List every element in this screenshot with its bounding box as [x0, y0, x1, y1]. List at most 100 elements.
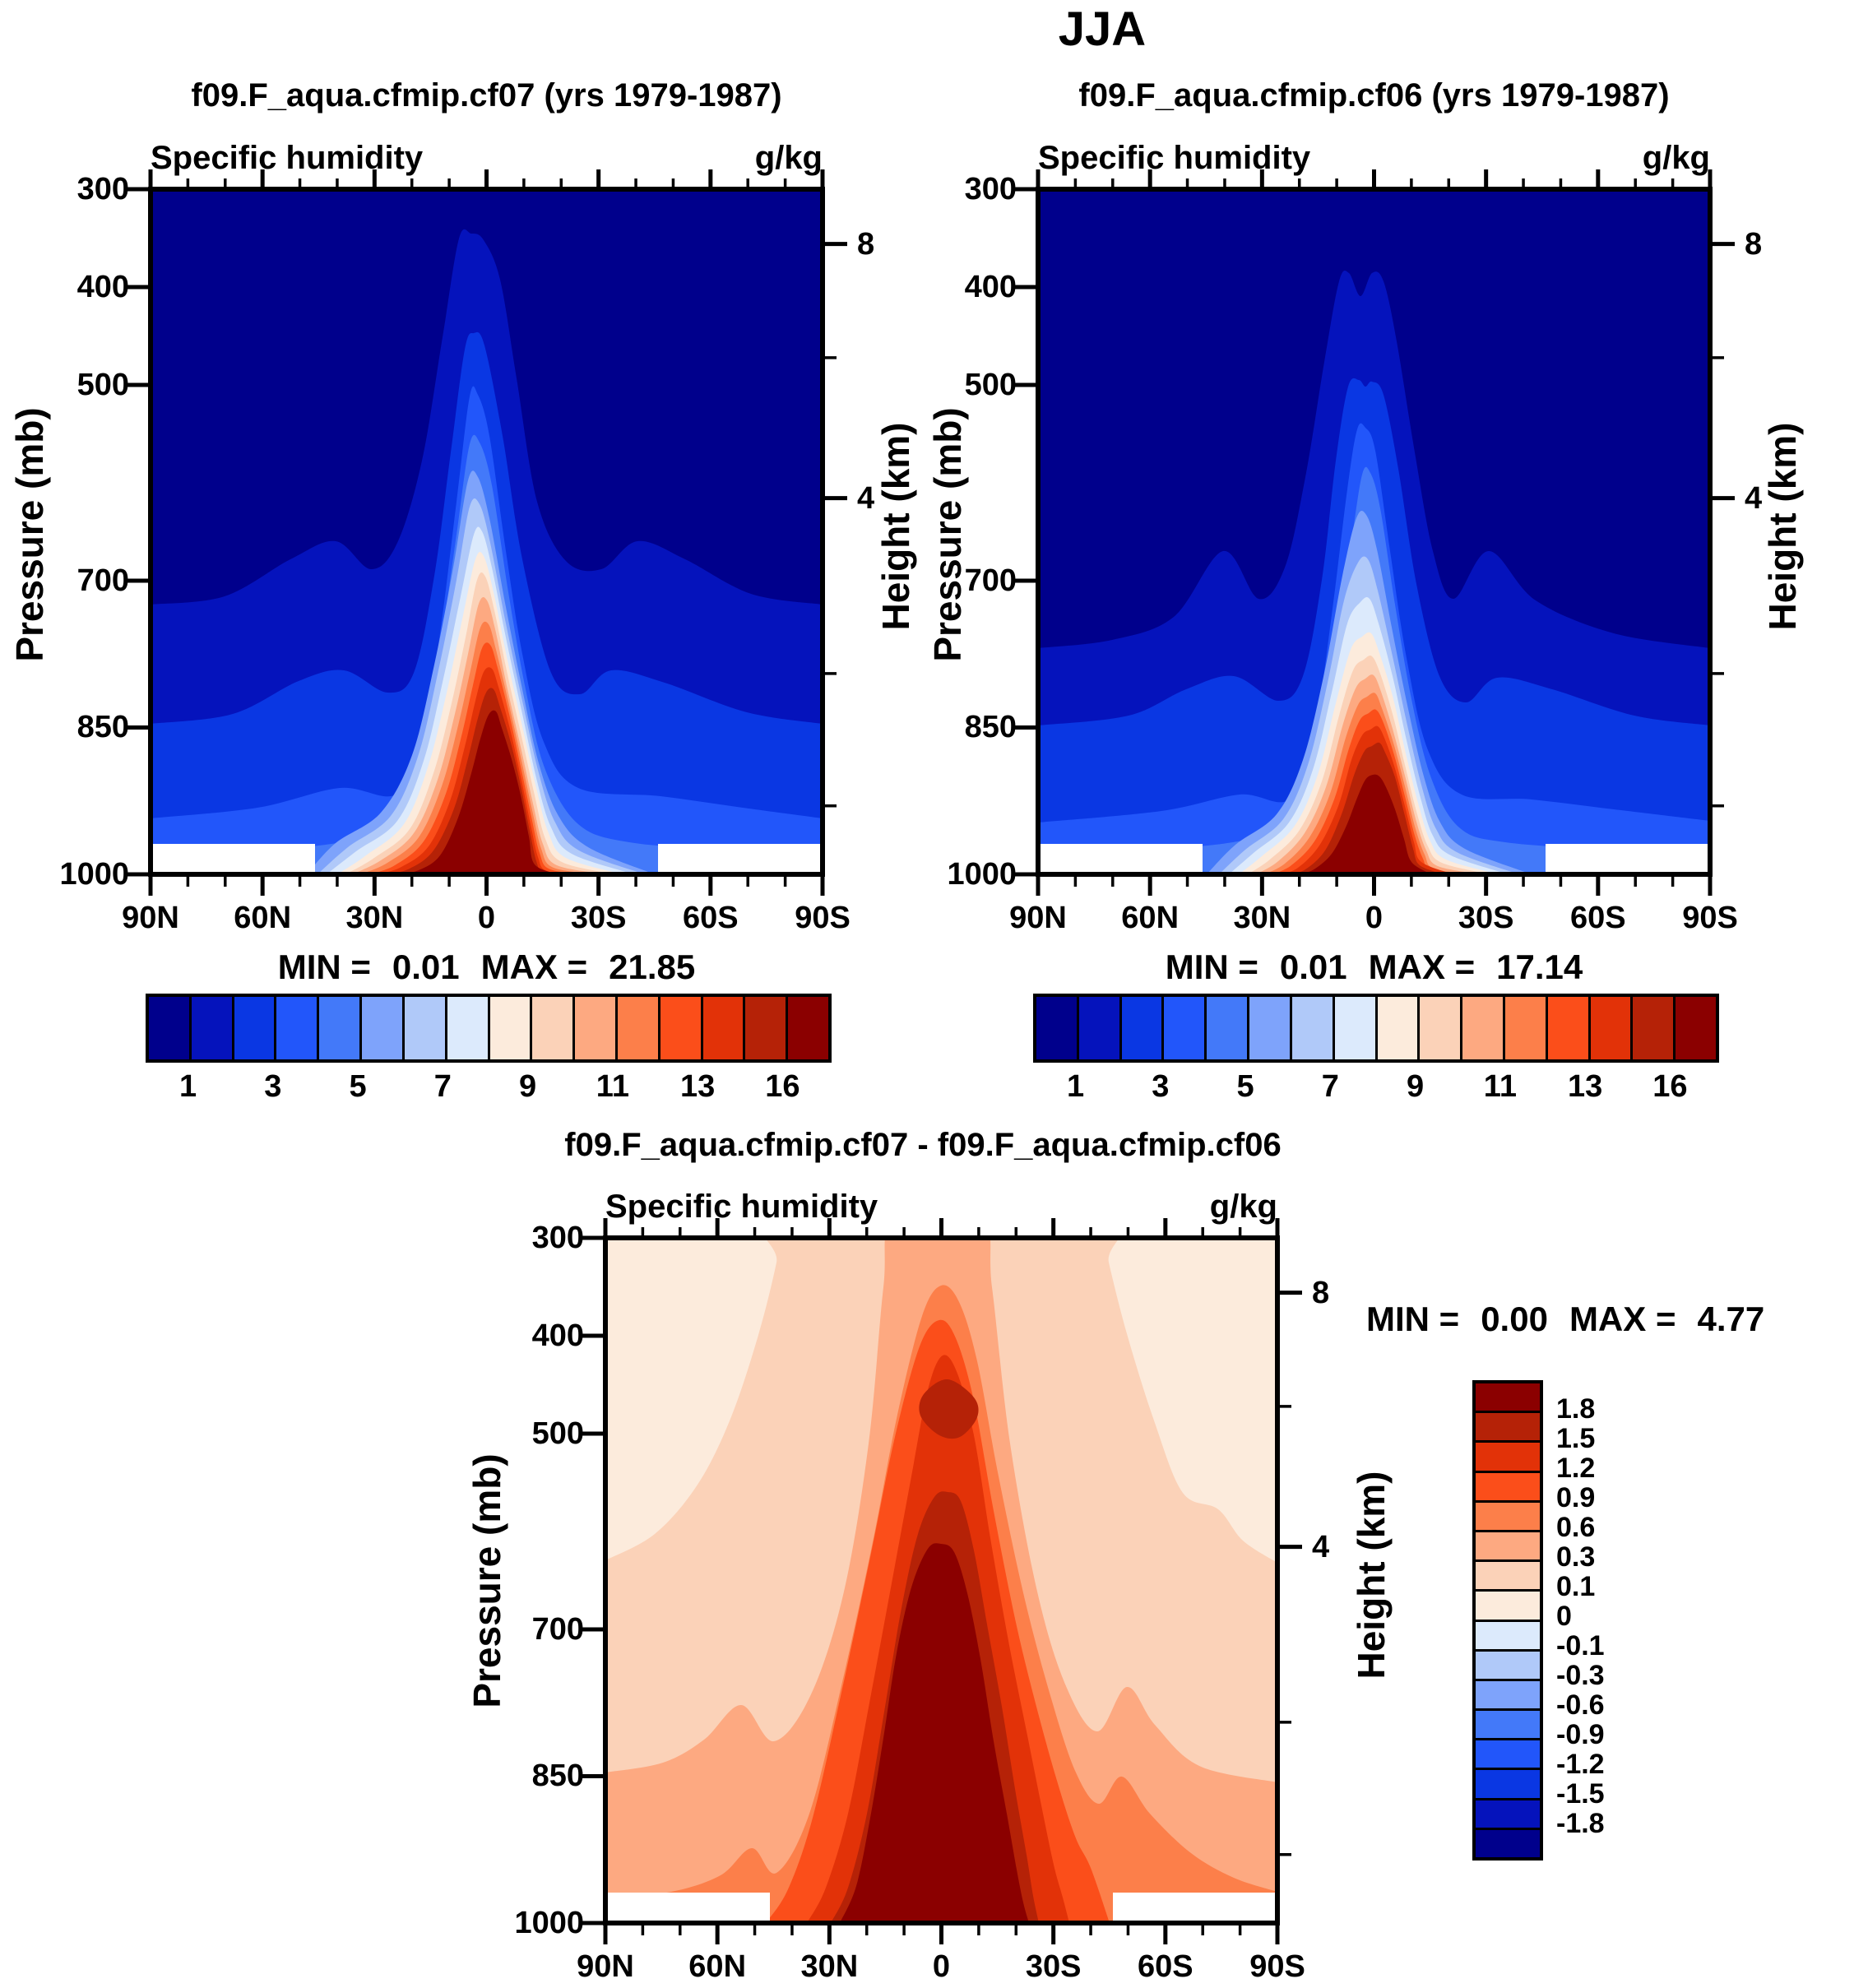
- panel-cf06-title: f09.F_aqua.cfmip.cf06 (yrs 1979-1987): [1078, 77, 1670, 114]
- colorbar-cell: [1249, 997, 1292, 1059]
- colorbar-cell: [1476, 1770, 1540, 1800]
- max-label: MAX =: [1569, 1300, 1676, 1338]
- colorbar-tick-label: 0.3: [1556, 1541, 1596, 1573]
- lat-tick-label: 90S: [1682, 901, 1738, 935]
- pressure-tick-label: 1000: [514, 1906, 584, 1940]
- colorbar-cell: [1504, 997, 1548, 1059]
- colorbar-tick-label: -0.6: [1556, 1689, 1605, 1721]
- pressure-tick-label: 850: [531, 1759, 584, 1794]
- min-value: 0.01: [1279, 948, 1347, 986]
- lat-tick-label: 30N: [1233, 901, 1291, 935]
- height-tick-label: 4: [1312, 1529, 1330, 1564]
- colorbar-tick-label: 5: [1236, 1069, 1254, 1104]
- colorbar-cell: [745, 997, 789, 1059]
- max-value: 17.14: [1496, 948, 1583, 986]
- colorbar-tick-label: 16: [1652, 1069, 1688, 1104]
- min-label: MIN =: [277, 948, 371, 986]
- lat-tick-label: 0: [1365, 901, 1384, 935]
- colorbar-cell: [1590, 997, 1634, 1059]
- lat-tick-label: 60N: [1121, 901, 1180, 935]
- lat-tick-label: 30S: [1025, 1949, 1082, 1984]
- colorbar-cell: [1121, 997, 1165, 1059]
- colorbar-cell: [1164, 997, 1207, 1059]
- colorbar-cell: [1676, 997, 1716, 1059]
- min-label: MIN =: [1366, 1300, 1460, 1338]
- colorbar-cell: [1334, 997, 1378, 1059]
- colorbar-tick-label: 13: [679, 1069, 716, 1104]
- colorbar-cell: [1476, 1502, 1540, 1532]
- colorbar-tick-label: -1.8: [1556, 1808, 1605, 1839]
- lat-tick-label: 30S: [1458, 901, 1514, 935]
- colorbar-cell: [1547, 997, 1591, 1059]
- colorbar-cell: [1207, 997, 1250, 1059]
- pressure-tick-label: 400: [531, 1318, 584, 1354]
- colorbar-tick-label: 1: [1067, 1069, 1085, 1104]
- colorbar-tick-label: 1: [179, 1069, 197, 1104]
- colorbar-cf06: [1033, 994, 1719, 1063]
- colorbar-tick-label: 5: [349, 1069, 367, 1104]
- colorbar-tick-label: -1.2: [1556, 1749, 1605, 1780]
- colorbar-tick-label: 1.8: [1556, 1393, 1596, 1425]
- lat-tick-label: 60S: [1138, 1949, 1194, 1984]
- height-tick-label: 8: [857, 226, 875, 262]
- colorbar-diff: [1472, 1380, 1543, 1861]
- colorbar-cell: [1036, 997, 1079, 1059]
- contour-plot-cf06: [1013, 169, 1735, 896]
- pressure-axis-label-cf06: Pressure (mb): [926, 407, 969, 662]
- colorbar-cell: [489, 997, 533, 1059]
- contour-plot-cf07: [126, 169, 847, 896]
- minmax-diff: MIN = 0.00 MAX = 4.77: [1356, 1300, 1775, 1339]
- colorbar-cell: [1476, 1472, 1540, 1503]
- minmax-cf06: MIN = 0.01 MAX = 17.14: [1038, 948, 1710, 987]
- colorbar-cell: [660, 997, 703, 1059]
- min-label: MIN =: [1165, 948, 1258, 986]
- colorbar-cell: [1476, 1562, 1540, 1592]
- colorbar-cell: [319, 997, 363, 1059]
- lat-tick-label: 30N: [345, 901, 404, 935]
- colorbar-cell: [1476, 1711, 1540, 1741]
- pressure-axis-label-diff: Pressure (mb): [466, 1453, 508, 1708]
- height-tick-label: 4: [1745, 480, 1763, 516]
- colorbar-cell: [276, 997, 320, 1059]
- colorbar-cell: [575, 997, 618, 1059]
- pressure-tick-label: 300: [76, 172, 129, 206]
- colorbar-cell: [1476, 1740, 1540, 1771]
- pressure-tick-label: 700: [531, 1611, 584, 1647]
- colorbar-tick-label: 16: [765, 1069, 800, 1104]
- pressure-axis-label-cf07: Pressure (mb): [8, 407, 51, 662]
- lat-tick-label: 60N: [234, 901, 292, 935]
- height-axis-label-diff: Height (km): [1350, 1471, 1393, 1680]
- colorbar-cell: [1476, 1829, 1540, 1857]
- colorbar-cell: [1078, 997, 1122, 1059]
- pressure-tick-label: 850: [76, 710, 129, 745]
- colorbar-cell: [532, 997, 576, 1059]
- min-value: 0.00: [1481, 1300, 1548, 1338]
- colorbar-tick-label: 0.1: [1556, 1571, 1596, 1602]
- colorbar-tick-label: 9: [1407, 1069, 1425, 1104]
- pressure-tick-label: 1000: [947, 857, 1017, 892]
- lat-tick-label: 90S: [1249, 1949, 1305, 1984]
- lat-tick-label: 90N: [1009, 901, 1067, 935]
- colorbar-tick-label: -0.9: [1556, 1719, 1605, 1750]
- colorbar-cell: [1476, 1383, 1540, 1414]
- height-axis-label-cf07: Height (km): [874, 422, 917, 631]
- colorbar-cell: [1476, 1651, 1540, 1681]
- pressure-tick-label: 850: [964, 710, 1017, 745]
- panel-cf07-units: g/kg: [754, 140, 823, 176]
- colorbar-tick-label: 0.6: [1556, 1512, 1596, 1543]
- colorbar-tick-label: -0.1: [1556, 1630, 1605, 1661]
- colorbar-tick-label: 7: [1321, 1069, 1339, 1104]
- height-tick-label: 8: [1312, 1275, 1330, 1310]
- pressure-tick-label: 400: [76, 270, 129, 305]
- pressure-tick-label: 300: [531, 1221, 584, 1255]
- max-value: 4.77: [1697, 1300, 1765, 1338]
- panel-diff-units: g/kg: [1209, 1189, 1277, 1225]
- panel-cf07-title: f09.F_aqua.cfmip.cf07 (yrs 1979-1987): [191, 77, 782, 114]
- height-tick-label: 4: [857, 480, 875, 516]
- panel-cf06-subtitle: Specific humidity: [1038, 140, 1311, 176]
- colorbar-cell: [191, 997, 234, 1059]
- pressure-tick-label: 700: [76, 563, 129, 598]
- panel-diff-subtitle: Specific humidity: [605, 1189, 878, 1225]
- colorbar-cell: [447, 997, 490, 1059]
- colorbar-tick-label: -1.5: [1556, 1778, 1605, 1810]
